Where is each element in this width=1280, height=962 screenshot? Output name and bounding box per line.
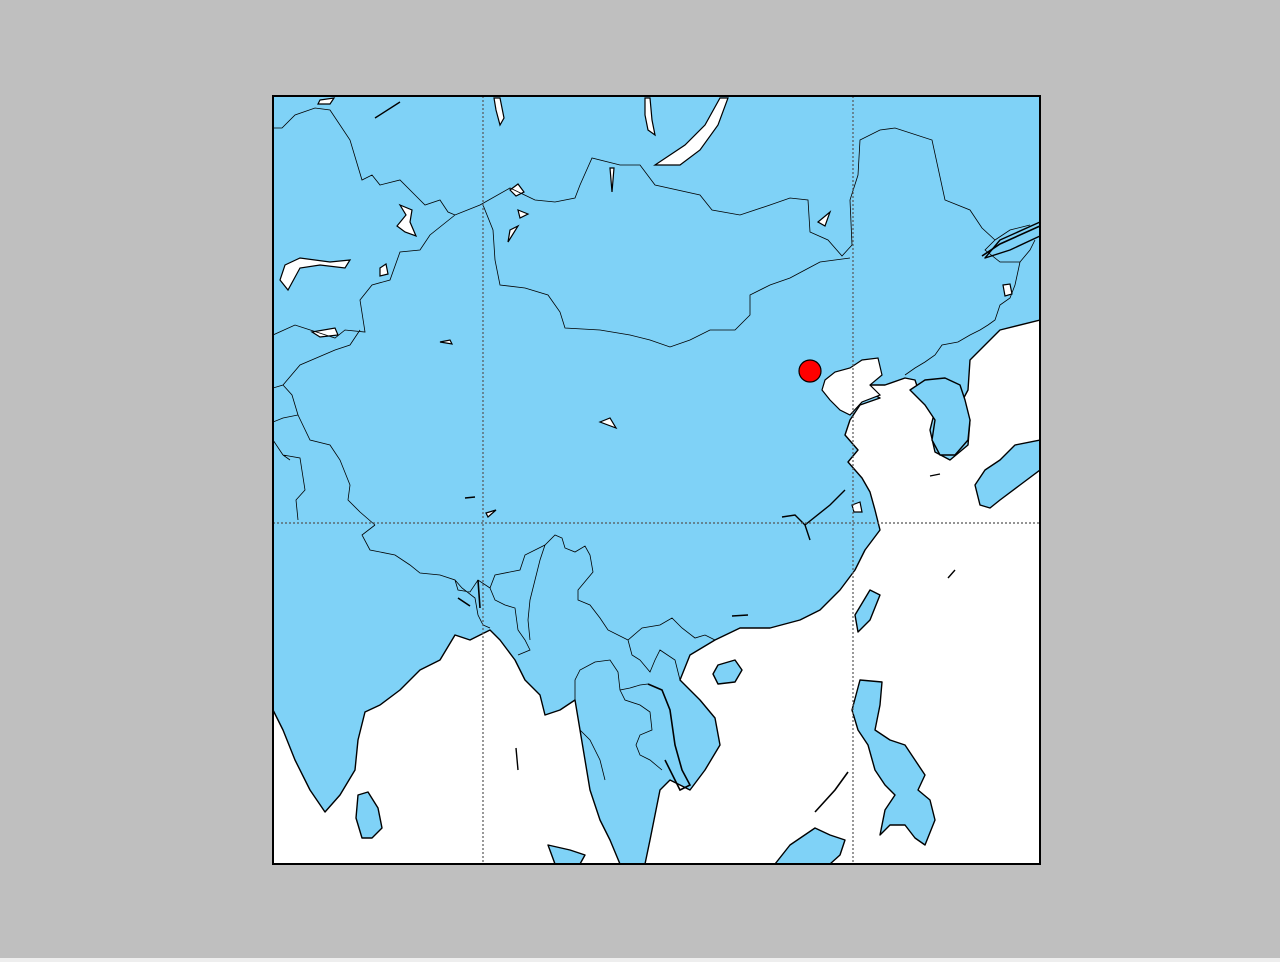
lake-small-3 [507,224,520,243]
lake-issyk-kul [310,327,339,338]
lake-small-6 [396,203,418,238]
lake-small-2 [517,209,530,219]
lake-small-8 [317,97,336,105]
map-frame [272,95,1041,865]
map-axes [272,95,1041,865]
lake-small-11 [1002,283,1013,297]
lake-hovsgol [644,97,656,137]
land-sri-lanka [355,791,383,839]
coast-detail-islands [464,473,956,771]
land-korea [909,377,971,456]
coast-detail-bangladesh [457,579,481,609]
land-hainan [712,659,743,685]
bohai-sea [821,357,883,416]
land-taiwan [854,589,881,633]
country-borders [273,107,996,781]
lake-baikal [653,97,729,166]
lake-qinghai [598,417,618,430]
lake-small-9 [816,210,832,227]
land-sakhalin [984,221,1040,259]
coast-detail-java-line [814,771,849,813]
location-marker [798,359,822,383]
lake-small-12 [485,509,497,518]
coast-detail-caspian [374,101,401,119]
lake-small-10 [439,339,454,345]
mongolia-border [482,204,851,348]
coast-detail-yangtze [781,489,846,541]
lake-small-4 [609,167,615,193]
lake-balkhash [279,257,352,292]
lake-small-5 [379,263,389,277]
coast-detail-mekong [647,683,692,792]
land-sumatra [547,844,586,864]
land-philippines [851,679,936,846]
land-japan [974,439,1040,509]
land-borneo [774,827,846,864]
figure-bottom-strip [0,958,1280,962]
northeast-border [904,224,1036,376]
lake-small-7 [493,97,505,127]
